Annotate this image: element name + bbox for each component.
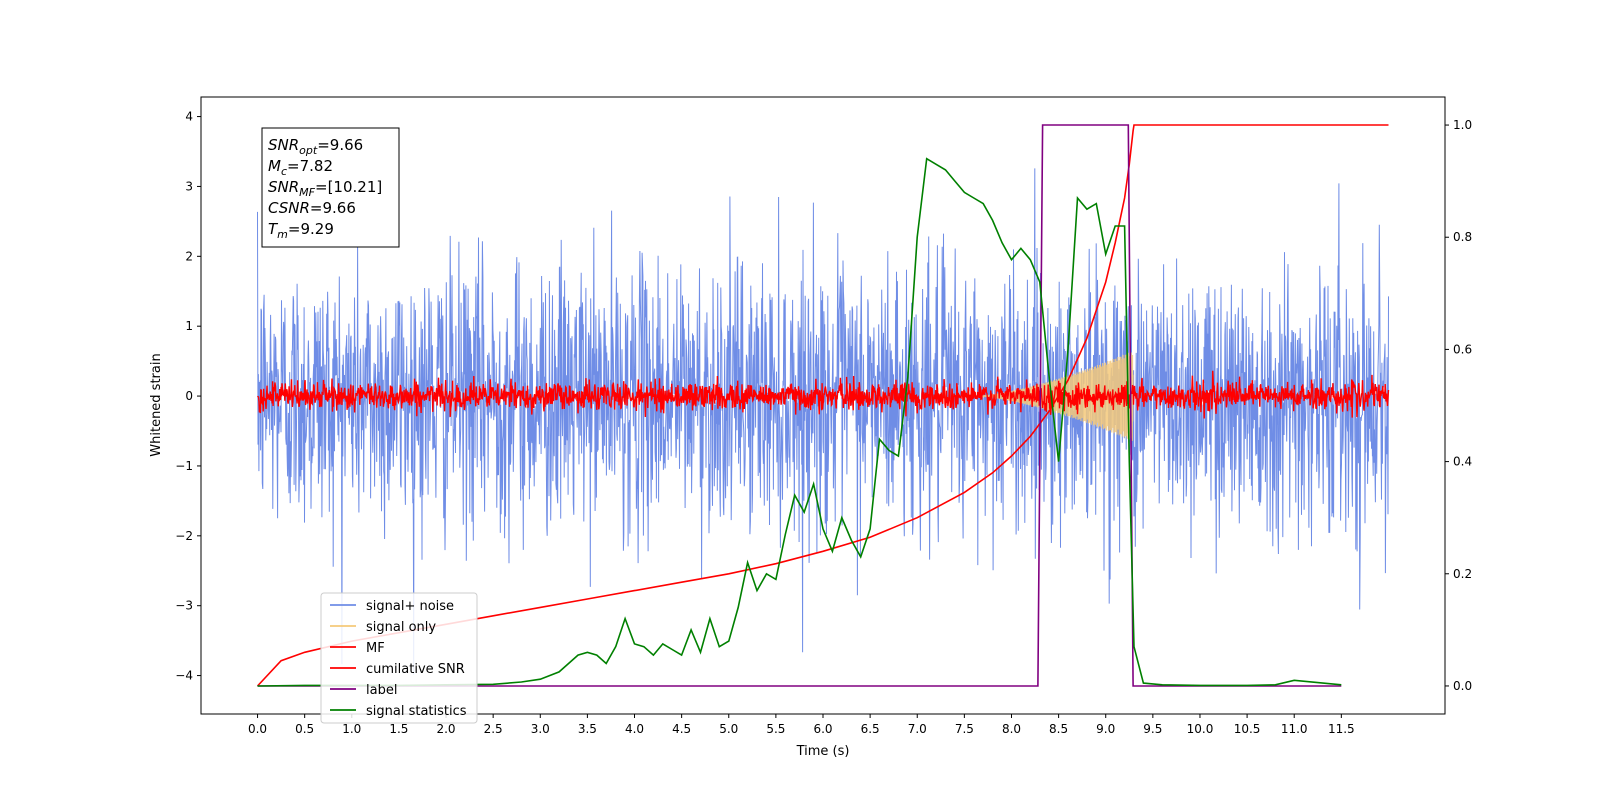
x-tick-label: 2.0 — [436, 722, 455, 736]
y2-tick-label: 0.6 — [1453, 342, 1472, 356]
x-tick-label: 11.0 — [1281, 722, 1308, 736]
y-tick-label: −4 — [175, 669, 193, 683]
x-tick-label: 9.0 — [1096, 722, 1115, 736]
y-tick-label: 4 — [185, 110, 193, 124]
x-tick-label: 4.5 — [672, 722, 691, 736]
x-tick-label: 0.0 — [248, 722, 267, 736]
x-tick-label: 6.5 — [861, 722, 880, 736]
x-axis-label: Time (s) — [796, 744, 850, 759]
y2-tick-label: 0.2 — [1453, 567, 1472, 581]
x-tick-label: 2.5 — [484, 722, 503, 736]
x-tick-label: 6.0 — [813, 722, 832, 736]
x-tick-label: 1.0 — [342, 722, 361, 736]
x-tick-label: 3.5 — [578, 722, 597, 736]
series-mf — [257, 370, 1390, 419]
legend-label: label — [366, 683, 397, 698]
series-signal-noise — [257, 168, 1389, 675]
y-tick-label: −1 — [175, 459, 193, 473]
series-label — [257, 124, 1342, 687]
x-tick-label: 11.5 — [1328, 722, 1355, 736]
y2-tick-label: 0.0 — [1453, 679, 1472, 693]
annotation-line: SNRMF=[10.21] — [268, 178, 382, 199]
y-tick-label: 3 — [185, 179, 193, 193]
annotation-line: Mc=7.82 — [268, 157, 333, 178]
x-tick-label: 10.5 — [1234, 722, 1261, 736]
legend: signal+ noise signal only MF cumilative SNR… — [320, 592, 478, 724]
x-tick-label: 1.5 — [389, 722, 408, 736]
y-tick-label: −2 — [175, 529, 193, 543]
legend-frame — [320, 592, 478, 724]
series-signal-statistics — [257, 157, 1342, 687]
x-tick-label: 7.0 — [908, 722, 927, 736]
x-tick-label: 0.5 — [295, 722, 314, 736]
y-tick-label: 2 — [185, 249, 193, 263]
y-axis-label: Whitened strain — [149, 353, 164, 456]
annotation-box: SNRopt=9.66Mc=7.82SNRMF=[10.21]CSNR=9.66… — [261, 127, 400, 248]
annotation-line: SNRopt=9.66 — [268, 136, 363, 157]
y-tick-label: 0 — [185, 389, 193, 403]
legend-label: signal statistics — [366, 704, 467, 719]
annotation-line: Tm=9.29 — [268, 220, 334, 241]
y2-tick-label: 0.4 — [1453, 455, 1472, 469]
annotation-line: CSNR=9.66 — [268, 199, 356, 217]
legend-label: MF — [366, 641, 385, 656]
x-tick-label: 9.5 — [1143, 722, 1162, 736]
x-tick-label: 8.0 — [1002, 722, 1021, 736]
x-tick-label: 5.5 — [766, 722, 785, 736]
y2-tick-label: 1.0 — [1453, 118, 1472, 132]
x-axis-ticks: 0.0 0.5 1.0 1.5 2.0 2.5 3.0 3.5 4.0 4.5 5.0 5.5 6.0 6… — [248, 714, 1355, 736]
legend-label: signal only — [366, 620, 436, 635]
x-tick-label: 10.0 — [1187, 722, 1214, 736]
legend-label: cumilative SNR — [366, 662, 465, 677]
series-signal-only — [973, 352, 1134, 441]
x-tick-label: 3.0 — [531, 722, 550, 736]
y-axis-ticks: 4 3 2 1 0 −1 −2 −3 −4 — [175, 110, 201, 683]
annotation-frame — [261, 127, 400, 248]
y2-tick-label: 0.8 — [1453, 230, 1472, 244]
x-tick-label: 4.0 — [625, 722, 644, 736]
legend-label: signal+ noise — [366, 599, 454, 614]
x-tick-label: 5.0 — [719, 722, 738, 736]
y-tick-label: −3 — [175, 599, 193, 613]
x-tick-label: 7.5 — [955, 722, 974, 736]
y2-axis-ticks: 1.0 0.8 0.6 0.4 0.2 0.0 — [1445, 118, 1472, 693]
y-tick-label: 1 — [185, 319, 193, 333]
x-tick-label: 8.5 — [1049, 722, 1068, 736]
